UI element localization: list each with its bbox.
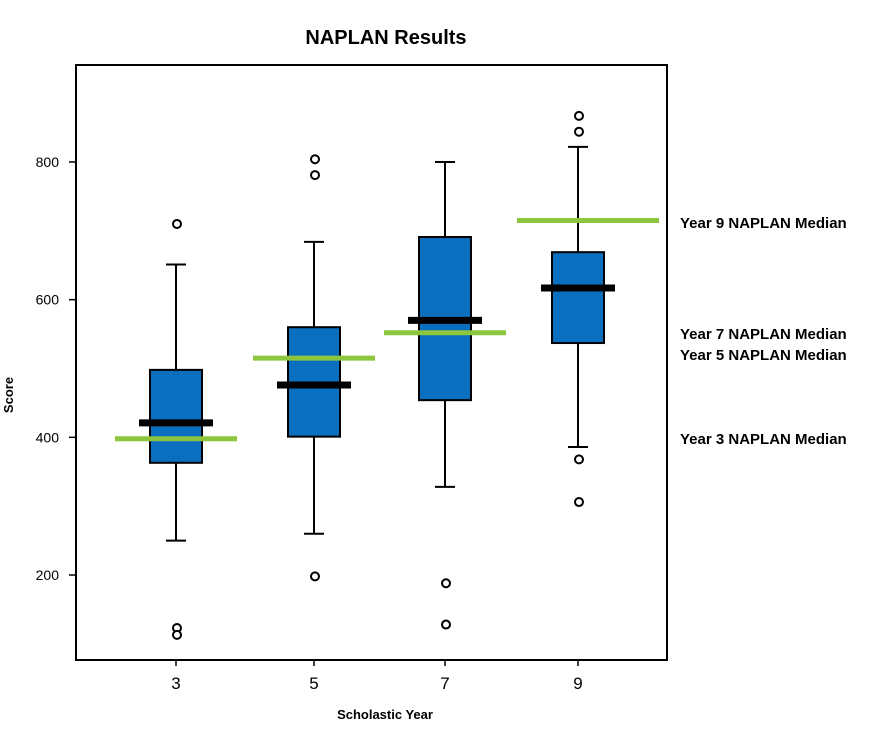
year-5-median-label: Year 5 NAPLAN Median (680, 347, 847, 364)
x-tick-label: 3 (171, 674, 180, 693)
x-axis: 3 5 7 9 (171, 660, 583, 693)
x-tick-label: 9 (573, 674, 582, 693)
y-axis-label: Score (1, 377, 16, 413)
year-9-outlier (574, 126, 584, 137)
year-7-outlier (441, 619, 451, 630)
year-9-outlier (574, 110, 584, 121)
year-5-outlier (310, 154, 320, 165)
chart-title: NAPLAN Results (305, 27, 466, 49)
year-9-outlier (574, 497, 584, 508)
y-tick-label: 400 (36, 429, 60, 445)
year-3-outlier (172, 629, 182, 640)
year-9-box (551, 251, 605, 345)
chart-marks (115, 110, 659, 640)
y-axis: 200 400 600 800 (36, 154, 76, 583)
y-tick-label: 600 (36, 292, 60, 308)
year-3-median-label: Year 3 NAPLAN Median (680, 431, 847, 448)
year-9-median-label: Year 9 NAPLAN Median (680, 215, 847, 232)
year-5-outlier (310, 170, 320, 181)
plot-frame (75, 64, 668, 661)
x-axis-label: Scholastic Year (337, 707, 433, 722)
year-3-box (149, 368, 203, 464)
y-tick-label: 800 (36, 154, 60, 170)
year-5-outlier (310, 571, 320, 582)
x-tick-label: 7 (440, 674, 449, 693)
year-7-median-label: Year 7 NAPLAN Median (680, 326, 847, 343)
year-3-outlier (172, 218, 182, 229)
reference-labels: Year 3 NAPLAN Median Year 5 NAPLAN Median… (680, 215, 847, 448)
y-tick-label: 200 (36, 567, 60, 583)
x-tick-label: 5 (309, 674, 318, 693)
year-7-outlier (441, 578, 451, 589)
year-9-outlier (574, 454, 584, 465)
